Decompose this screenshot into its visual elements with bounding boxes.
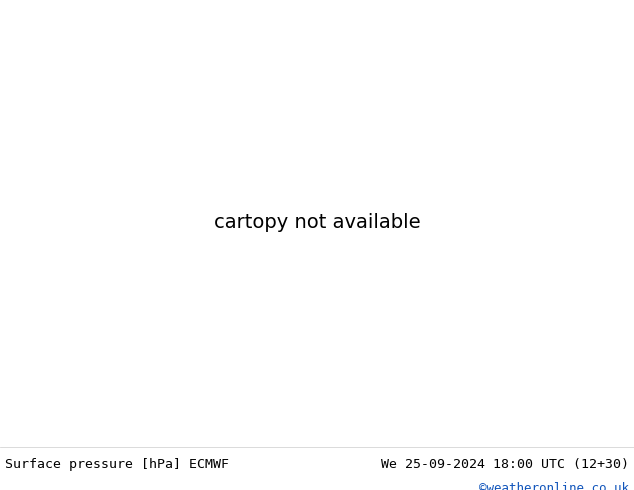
Text: cartopy not available: cartopy not available: [214, 214, 420, 232]
Text: Surface pressure [hPa] ECMWF: Surface pressure [hPa] ECMWF: [5, 458, 229, 471]
Text: ©weatheronline.co.uk: ©weatheronline.co.uk: [479, 482, 629, 490]
Text: We 25-09-2024 18:00 UTC (12+30): We 25-09-2024 18:00 UTC (12+30): [381, 458, 629, 471]
